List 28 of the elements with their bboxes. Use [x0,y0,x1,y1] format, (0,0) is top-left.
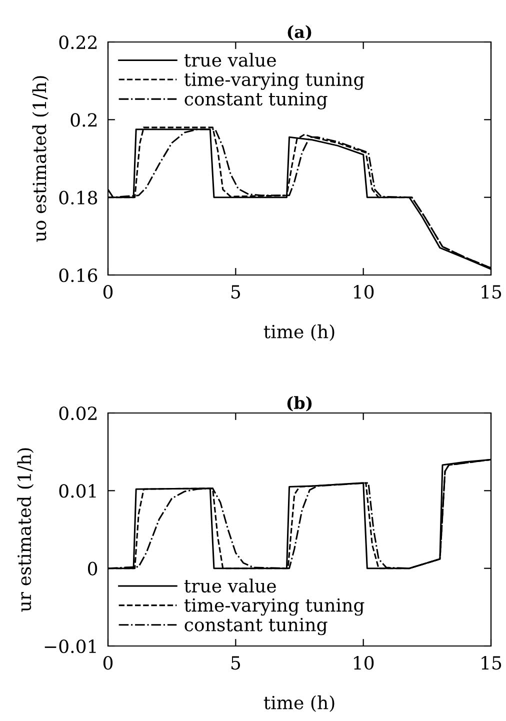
x-tick-label: 15 [482,656,502,670]
legend-label: time-varying tuning [184,72,364,90]
x-tick-label: 5 [231,656,240,670]
legend-label: constant tuning [184,92,328,110]
x-tick-label: 5 [231,285,240,299]
x-axis-title: time (h) [264,324,334,341]
y-tick-label: 0.18 [59,190,98,204]
x-axis-title: time (h) [264,695,334,712]
y-tick-label: 0 [88,562,98,576]
y-tick-label: 0.01 [59,484,96,498]
legend-label: constant tuning [184,618,328,636]
y-tick-label: −0.01 [44,639,96,654]
y-tick-label: 0.02 [59,406,97,420]
chart-title: (b) [287,396,312,412]
legend-label: true value [184,52,276,67]
y-axis-title: ur estimated (1/h) [17,448,34,612]
legend-label: true value [184,578,276,593]
y-tick-label: 0.16 [59,268,98,282]
x-tick-label: 15 [482,285,502,299]
y-tick-label: 0.22 [59,35,97,50]
x-tick-label: 0 [103,285,113,299]
y-tick-label: 0.2 [70,113,97,127]
legend-label: time-varying tuning [184,598,364,616]
x-tick-label: 10 [354,656,374,670]
y-axis-title: uo estimated (1/h) [32,76,49,242]
chart-title: (a) [288,25,312,40]
x-tick-label: 0 [103,656,113,670]
x-tick-label: 10 [354,285,374,299]
